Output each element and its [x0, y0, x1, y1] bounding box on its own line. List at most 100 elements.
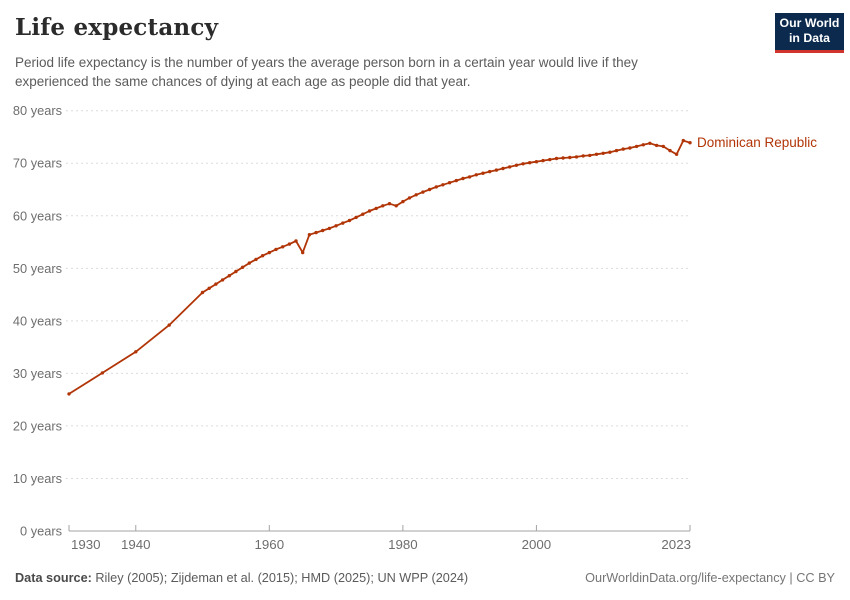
data-point-1989[interactable] — [461, 176, 465, 181]
x-axis-label-2000: 2000 — [522, 537, 552, 552]
data-point-2010[interactable] — [601, 151, 605, 155]
data-point-2019[interactable] — [661, 144, 665, 149]
data-point-1964[interactable] — [294, 239, 298, 243]
data-point-1997[interactable] — [514, 163, 519, 167]
data-point-2001[interactable] — [541, 158, 545, 163]
data-point-1954[interactable] — [227, 274, 231, 278]
data-point-1977[interactable] — [381, 204, 385, 208]
data-point-1951[interactable] — [207, 286, 211, 290]
data-point-1980[interactable] — [401, 199, 405, 204]
data-point-1988[interactable] — [454, 178, 458, 183]
data-point-2011[interactable] — [608, 150, 612, 154]
data-point-1973[interactable] — [354, 215, 358, 220]
chart-footer: Data source: Riley (2005); Zijdeman et a… — [15, 569, 835, 587]
data-point-1940[interactable] — [134, 350, 138, 354]
series-line-dominican-republic[interactable] — [68, 139, 691, 395]
data-point-1985[interactable] — [434, 185, 438, 189]
data-source: Data source: Riley (2005); Zijdeman et a… — [15, 569, 468, 587]
data-source-label: Data source: — [15, 571, 92, 585]
data-point-1958[interactable] — [254, 257, 258, 262]
data-point-1959[interactable] — [260, 254, 265, 258]
series-label-dominican-republic[interactable]: Dominican Republic — [697, 135, 817, 150]
data-point-1987[interactable] — [447, 181, 452, 185]
data-point-1975[interactable] — [367, 209, 372, 213]
data-point-2016[interactable] — [641, 143, 645, 147]
data-point-2007[interactable] — [581, 154, 585, 158]
data-point-1966[interactable] — [307, 233, 312, 237]
data-point-1991[interactable] — [474, 173, 478, 177]
y-axis-label-40: 40 years — [13, 313, 62, 328]
data-point-2006[interactable] — [574, 155, 579, 159]
data-point-2023[interactable] — [688, 141, 692, 145]
data-point-1960[interactable] — [267, 250, 271, 255]
data-point-1969[interactable] — [327, 226, 332, 231]
data-point-2020[interactable] — [668, 148, 672, 153]
y-axis-label-80: 80 years — [13, 103, 62, 118]
data-point-1957[interactable] — [247, 261, 251, 265]
y-axis-label-20: 20 years — [13, 418, 62, 433]
data-point-2015[interactable] — [634, 144, 639, 149]
owid-logo-line1: Our World — [779, 16, 840, 30]
data-point-1962[interactable] — [281, 245, 285, 249]
data-point-1945[interactable] — [167, 323, 171, 327]
data-point-1955[interactable] — [234, 269, 238, 274]
data-point-1979[interactable] — [394, 204, 398, 208]
data-point-2003[interactable] — [554, 156, 559, 161]
data-point-1952[interactable] — [214, 282, 218, 286]
data-point-1978[interactable] — [387, 202, 392, 206]
data-point-2018[interactable] — [654, 143, 659, 148]
data-point-1968[interactable] — [321, 228, 325, 233]
data-point-1956[interactable] — [240, 265, 245, 269]
y-axis-label-70: 70 years — [13, 156, 62, 171]
owid-citation-link[interactable]: OurWorldinData.org/life-expectancy | CC … — [585, 571, 835, 585]
data-point-2002[interactable] — [548, 157, 552, 162]
y-axis-label-10: 10 years — [13, 471, 62, 486]
owid-logo[interactable]: Our World in Data — [775, 13, 844, 53]
x-axis-label-1980: 1980 — [388, 537, 418, 552]
data-point-1963[interactable] — [287, 242, 292, 246]
data-point-1995[interactable] — [501, 166, 505, 171]
data-point-1998[interactable] — [521, 162, 525, 166]
data-point-1996[interactable] — [508, 165, 512, 169]
data-point-2014[interactable] — [628, 146, 632, 150]
data-point-2008[interactable] — [588, 153, 592, 158]
data-point-1976[interactable] — [374, 206, 378, 211]
data-point-1984[interactable] — [427, 187, 432, 192]
data-point-2022[interactable] — [681, 138, 685, 143]
owid-logo-line2: in Data — [789, 30, 830, 45]
data-point-2021[interactable] — [674, 152, 679, 156]
data-point-1967[interactable] — [314, 230, 318, 235]
data-point-2017[interactable] — [648, 141, 652, 145]
data-point-1992[interactable] — [481, 171, 485, 175]
data-point-1935[interactable] — [100, 371, 105, 375]
data-point-1986[interactable] — [441, 183, 445, 187]
data-point-1981[interactable] — [407, 196, 412, 200]
data-point-2009[interactable] — [594, 152, 599, 156]
data-point-1970[interactable] — [334, 224, 338, 228]
data-point-1971[interactable] — [341, 221, 345, 225]
data-point-1993[interactable] — [488, 169, 492, 174]
data-point-2000[interactable] — [534, 160, 539, 164]
data-point-2005[interactable] — [568, 155, 572, 160]
data-point-1994[interactable] — [494, 168, 499, 172]
x-axis-label-1930: 1930 — [71, 537, 101, 552]
data-point-1999[interactable] — [528, 161, 532, 165]
data-point-1972[interactable] — [347, 218, 352, 223]
data-point-2004[interactable] — [561, 156, 565, 160]
data-point-1953[interactable] — [220, 278, 225, 282]
x-axis-label-1940: 1940 — [121, 537, 151, 552]
data-point-1983[interactable] — [421, 190, 425, 194]
data-point-1965[interactable] — [301, 250, 305, 255]
data-point-1961[interactable] — [274, 247, 278, 252]
data-point-2013[interactable] — [621, 147, 625, 151]
data-point-2012[interactable] — [614, 148, 619, 153]
chart-subtitle: Period life expectancy is the number of … — [15, 55, 638, 89]
data-point-1974[interactable] — [361, 212, 365, 216]
y-axis-label-50: 50 years — [13, 261, 62, 276]
data-point-1982[interactable] — [414, 193, 418, 197]
data-point-1930[interactable] — [67, 392, 71, 396]
data-point-1950[interactable] — [200, 290, 205, 295]
data-point-1990[interactable] — [467, 175, 472, 179]
y-axis-label-30: 30 years — [13, 366, 62, 381]
